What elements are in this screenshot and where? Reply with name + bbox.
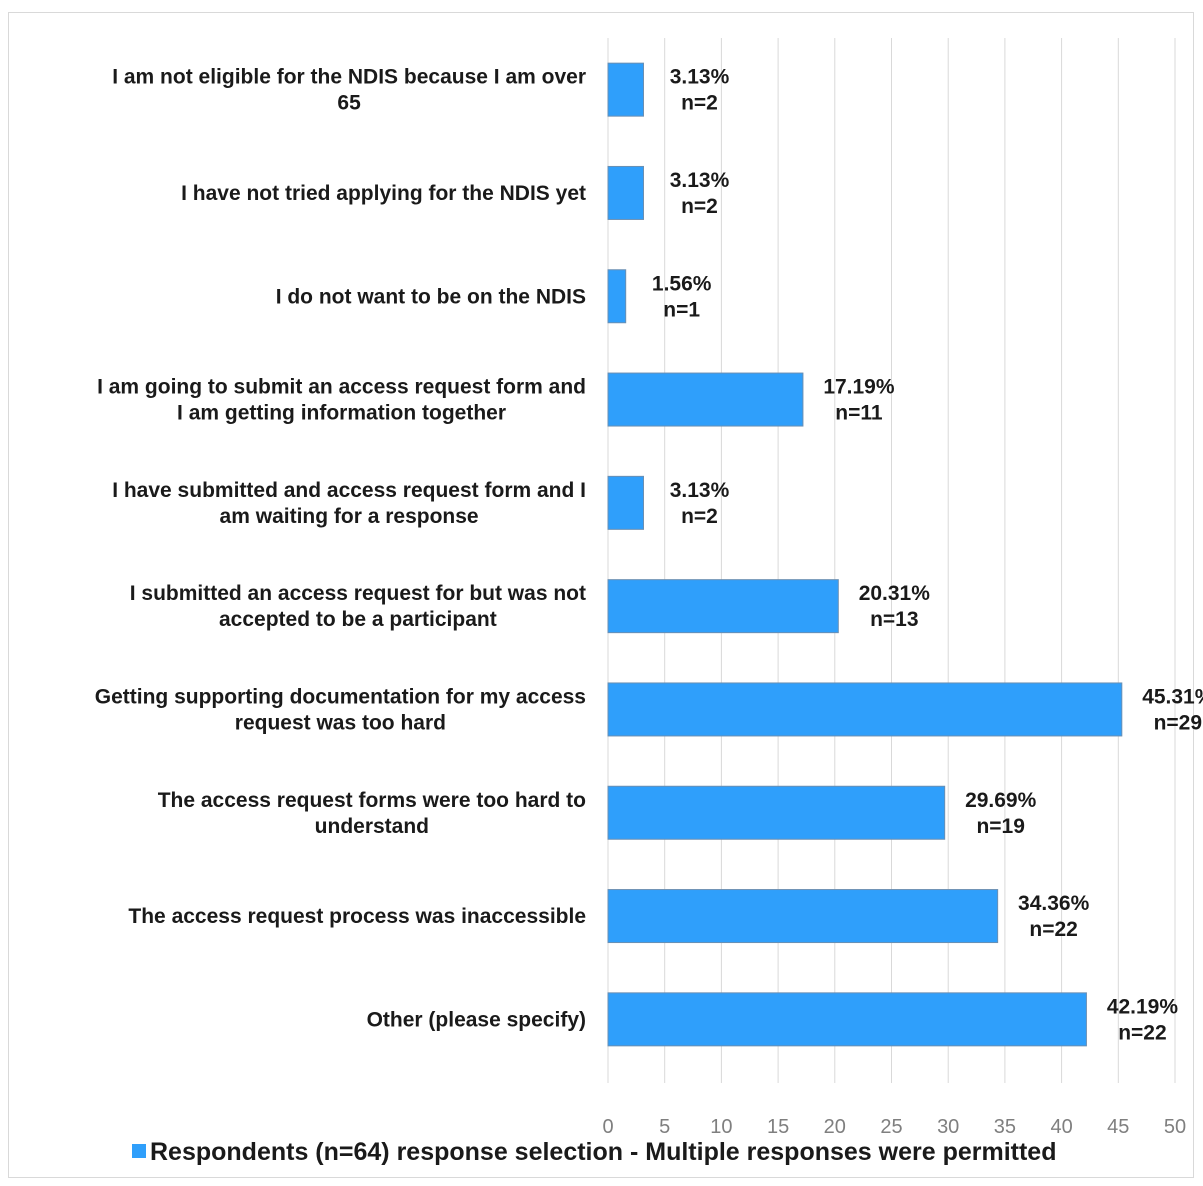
category-label: I have not tried applying for the NDIS y… xyxy=(181,182,586,205)
bar xyxy=(607,372,804,427)
data-label: 17.19% n=11 xyxy=(823,376,895,425)
data-label: 20.31% n=13 xyxy=(859,582,931,631)
x-tick-label: 20 xyxy=(824,1116,846,1138)
category-label: The access request forms were too hard t… xyxy=(158,789,586,838)
x-tick-label: 30 xyxy=(937,1116,959,1138)
data-label: 3.13% n=2 xyxy=(670,169,730,218)
data-label: 29.69% n=19 xyxy=(965,789,1037,838)
data-label: 45.31%n=29 xyxy=(1142,685,1203,734)
bar xyxy=(607,475,644,530)
x-tick-label: 5 xyxy=(659,1116,670,1138)
bar xyxy=(607,682,1123,737)
legend: Respondents (n=64) response selection - … xyxy=(132,1138,1056,1166)
legend-series-label: Respondents (n=64) response selection - … xyxy=(150,1138,1056,1166)
bar xyxy=(607,269,627,324)
x-tick-label: 0 xyxy=(602,1116,613,1138)
bars xyxy=(607,62,1123,1047)
x-axis-ticks: 0 5 10 15 20 25 30 35 40 45 50 xyxy=(602,1116,1186,1138)
bar xyxy=(607,785,946,840)
x-tick-label: 40 xyxy=(1050,1116,1072,1138)
bar xyxy=(607,62,644,117)
category-label: I am not eligible for the NDIS because I… xyxy=(112,66,586,115)
x-tick-label: 25 xyxy=(880,1116,902,1138)
data-labels: 3.13% n=2 3.13% n=2 1.56% n=1 17.19% n=11 3.13% n… xyxy=(652,66,1203,1045)
x-tick-label: 50 xyxy=(1164,1116,1186,1138)
data-label: 3.13% n=2 xyxy=(670,479,730,528)
data-label: 1.56% n=1 xyxy=(652,272,712,321)
category-label: I do not want to be on the NDIS xyxy=(276,285,586,308)
bar xyxy=(607,992,1087,1047)
category-label: I submitted an access request for but wa… xyxy=(130,582,586,631)
bar xyxy=(607,889,999,944)
bar xyxy=(607,579,839,634)
data-label: 34.36% n=22 xyxy=(1018,892,1090,941)
category-label: Getting supporting documentation for my … xyxy=(95,685,586,734)
data-label: 3.13% n=2 xyxy=(670,66,730,115)
x-tick-label: 10 xyxy=(710,1116,732,1138)
x-tick-label: 35 xyxy=(994,1116,1016,1138)
x-tick-label: 15 xyxy=(767,1116,789,1138)
bar xyxy=(607,165,644,220)
x-tick-label: 45 xyxy=(1107,1116,1129,1138)
category-label: I have submitted and access request form… xyxy=(112,479,586,528)
chart-frame xyxy=(8,12,1194,1178)
category-label: The access request process was inaccessi… xyxy=(128,905,586,928)
category-label: I am going to submit an access request f… xyxy=(97,376,586,425)
category-labels: I am not eligible for the NDIS because I… xyxy=(95,66,586,1032)
legend-swatch xyxy=(132,1144,146,1158)
category-label: Other (please specify) xyxy=(367,1008,586,1031)
data-label: 42.19% n=22 xyxy=(1107,995,1179,1044)
